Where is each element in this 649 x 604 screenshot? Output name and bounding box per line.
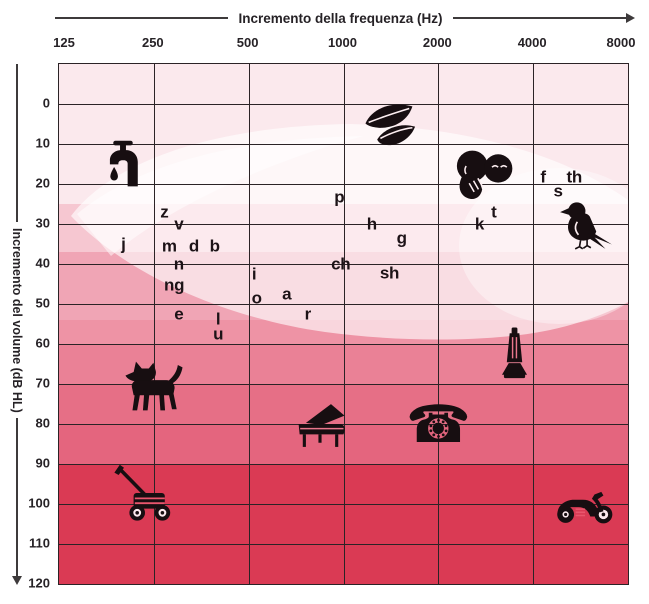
x-axis-title: Incremento della frequenza (Hz)	[238, 10, 443, 26]
phoneme-r: r	[304, 304, 312, 324]
y-axis-title: Incremento del volume (dB HL)	[10, 227, 24, 413]
y-tick-80: 80	[35, 415, 50, 431]
y-tick-40: 40	[35, 255, 50, 271]
faucet-drip-icon	[104, 140, 142, 188]
grid-line-h-60db	[59, 344, 628, 345]
phoneme-e: e	[174, 304, 184, 324]
grid-line-h-20db	[59, 184, 628, 185]
phoneme-v: v	[174, 214, 184, 234]
grid-line-v-2000hz	[438, 64, 440, 584]
x-axis-arrow-line-left	[55, 17, 229, 19]
grid-line-h-80db	[59, 424, 628, 425]
x-tick-2000: 2000	[422, 35, 452, 50]
y-tick-110: 110	[29, 535, 50, 551]
grid-line-h-100db	[59, 504, 628, 505]
x-tick-125: 125	[53, 35, 75, 50]
phoneme-p: p	[334, 187, 345, 207]
grid-line-v-1000hz	[343, 64, 345, 584]
y-tick-120: 120	[28, 575, 50, 591]
y-axis-arrow-line-top	[16, 64, 18, 222]
telephone-icon: ☎	[405, 395, 471, 456]
phoneme-n: n	[173, 254, 184, 274]
lawnmower-icon	[111, 463, 179, 523]
y-tick-100: 100	[28, 495, 50, 511]
grid-line-v-250hz	[153, 64, 155, 584]
x-tick-1000: 1000	[328, 35, 357, 50]
leaves-icon	[361, 100, 419, 148]
piano-icon	[291, 401, 349, 449]
dog-icon	[122, 359, 186, 413]
x-tick-500: 500	[236, 35, 259, 50]
grid-line-h-70db	[59, 384, 628, 385]
phoneme-k: k	[474, 214, 484, 234]
grid-line-h-120db	[59, 584, 628, 585]
phoneme-s: s	[553, 181, 563, 201]
x-axis-header: Incremento della frequenza (Hz)	[55, 8, 636, 28]
phoneme-l: l	[215, 309, 221, 329]
grid-line-h-110db	[59, 544, 628, 545]
phoneme-b: b	[209, 236, 220, 256]
grid-line-h-50db	[59, 304, 628, 305]
grid-line-h-30db	[59, 224, 628, 225]
x-axis-arrow-line-right	[452, 17, 627, 19]
phoneme-a: a	[282, 284, 292, 304]
whisper-icon	[453, 148, 515, 201]
y-axis-arrow-line-bottom	[16, 418, 18, 576]
x-tick-8000: 8000	[606, 35, 636, 50]
phoneme-sh: sh	[379, 263, 400, 283]
phoneme-d: d	[188, 236, 199, 256]
motorcycle-icon	[552, 484, 616, 526]
x-tick-4000: 4000	[517, 35, 547, 50]
y-tick-90: 90	[35, 455, 50, 471]
phoneme-th: th	[566, 167, 582, 187]
x-tick-250: 250	[141, 35, 164, 50]
y-axis-arrowhead-icon	[12, 576, 22, 585]
y-tick-20: 20	[35, 175, 50, 191]
y-tick-60: 60	[35, 335, 50, 351]
phoneme-j: j	[121, 234, 126, 254]
phoneme-ch: ch	[331, 254, 351, 274]
phoneme-g: g	[396, 228, 407, 248]
grid-line-v-500hz	[248, 64, 250, 584]
y-tick-70: 70	[35, 375, 50, 391]
grid-line-v-4000hz	[533, 64, 535, 584]
grid-line-h-90db	[59, 464, 628, 465]
plot-area: z v j m d b n ng e l u i o a r p ch h g sh k t f s th ☎	[58, 63, 629, 585]
grid-line-h-40db	[59, 264, 628, 265]
y-tick-0: 0	[42, 95, 50, 111]
x-axis-arrowhead-icon	[626, 13, 636, 23]
phoneme-t: t	[491, 202, 497, 222]
y-tick-10: 10	[35, 135, 50, 151]
grid-line-h-0db	[59, 104, 628, 105]
grid-line-h-10db	[59, 144, 628, 145]
bird-icon	[559, 198, 613, 250]
y-axis-header: Incremento del volume (dB HL)	[9, 64, 25, 585]
phoneme-h: h	[366, 214, 377, 234]
vacuum-icon	[498, 327, 532, 381]
phoneme-m: m	[161, 236, 177, 256]
phoneme-i: i	[251, 264, 257, 284]
y-tick-30: 30	[35, 215, 50, 231]
phoneme-o: o	[251, 288, 262, 308]
phoneme-f: f	[540, 167, 546, 187]
phoneme-z: z	[160, 202, 169, 222]
phoneme-u: u	[213, 324, 224, 344]
phoneme-ng: ng	[164, 275, 185, 295]
y-tick-50: 50	[35, 295, 50, 311]
